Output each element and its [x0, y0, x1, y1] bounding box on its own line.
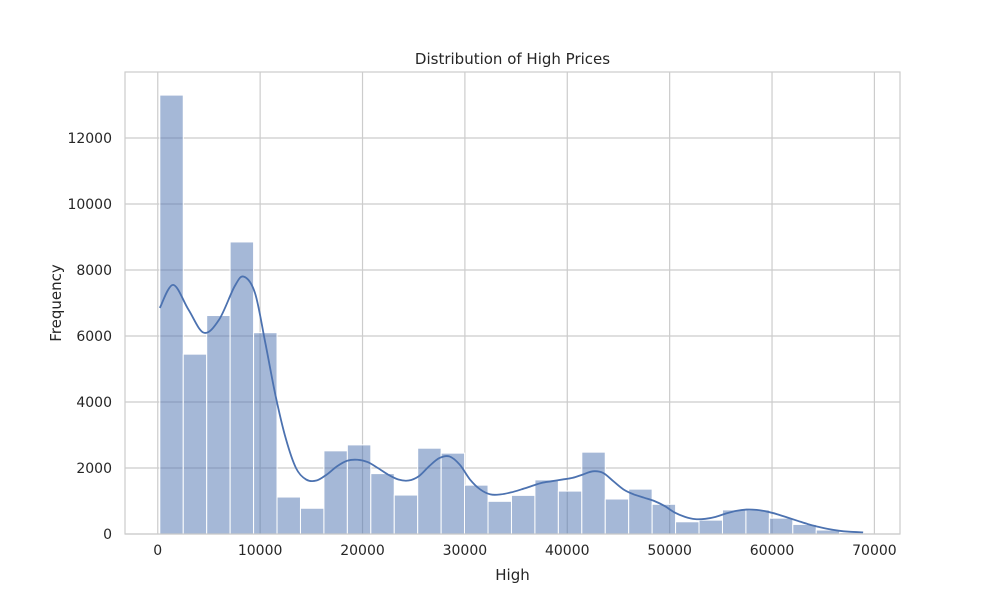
histogram-bar [768, 517, 794, 535]
histogram-bar [393, 494, 419, 535]
x-tick-label: 60000 [750, 543, 795, 559]
y-tick-label: 6000 [76, 329, 112, 345]
y-tick-label: 12000 [67, 131, 112, 147]
histogram-bar [557, 490, 583, 535]
histogram-bar [745, 509, 770, 535]
x-axis-label: High [495, 566, 529, 584]
y-tick-label: 4000 [76, 395, 112, 411]
histogram-bar [253, 332, 278, 535]
histogram-bar [159, 94, 184, 535]
x-tick-label: 40000 [545, 543, 590, 559]
histogram-bar [604, 498, 630, 535]
histogram-bar [346, 444, 372, 535]
y-tick-label: 8000 [76, 263, 112, 279]
chart-title: Distribution of High Prices [415, 50, 610, 68]
x-tick-label: 30000 [443, 543, 488, 559]
y-tick-label: 0 [103, 527, 112, 543]
histogram-bar [534, 479, 559, 535]
histogram-bar [510, 494, 536, 535]
kde-line [159, 275, 864, 534]
x-axis-ticks: 0 10000 20000 30000 40000 50000 60000 70000 [153, 543, 896, 559]
y-tick-label: 2000 [76, 461, 112, 477]
histogram-bar [299, 507, 325, 535]
histogram-bar [417, 447, 442, 535]
histogram-bar [651, 503, 677, 535]
x-tick-label: 10000 [238, 543, 283, 559]
histogram-bar [182, 353, 208, 535]
y-tick-label: 10000 [67, 197, 112, 213]
x-tick-label: 0 [153, 543, 162, 559]
histogram-bar [323, 450, 348, 535]
histogram-bar [276, 496, 301, 535]
histogram-bar [698, 519, 723, 535]
x-tick-label: 70000 [852, 543, 897, 559]
histogram-bar [206, 315, 231, 535]
bars [159, 94, 864, 535]
histogram-bar [581, 451, 606, 535]
histogram-bar [675, 521, 700, 535]
histogram-bar [370, 473, 395, 535]
y-axis-ticks: 0 2000 4000 6000 8000 10000 12000 [67, 131, 112, 543]
histogram-bar [487, 500, 512, 535]
x-tick-label: 50000 [647, 543, 692, 559]
histogram-bar [229, 241, 255, 535]
y-axis-label: Frequency [47, 264, 65, 342]
plot-frame [124, 71, 901, 535]
x-tick-label: 20000 [340, 543, 385, 559]
